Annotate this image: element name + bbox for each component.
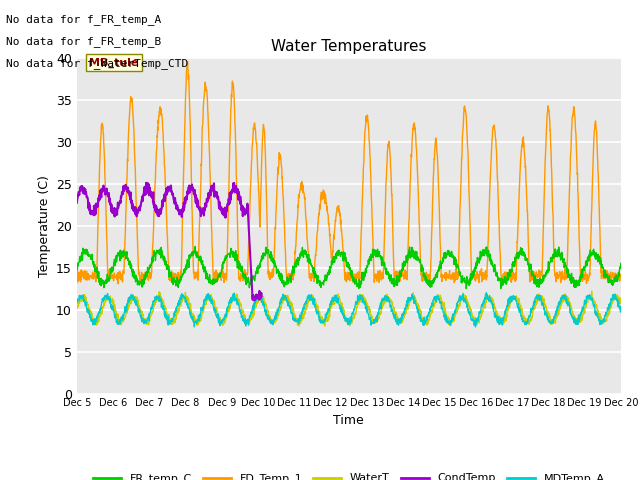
MDTemp_A	[472, 324, 479, 330]
FD_Temp_1	[184, 59, 191, 65]
FR_temp_C	[100, 282, 108, 288]
Text: No data for f_FR_temp_B: No data for f_FR_temp_B	[6, 36, 162, 47]
FD_Temp_1	[617, 271, 625, 277]
FD_Temp_1	[73, 280, 81, 286]
FD_Temp_1	[602, 276, 609, 282]
Text: MB_tule: MB_tule	[90, 58, 139, 68]
MDTemp_A	[502, 306, 509, 312]
WaterT	[502, 312, 509, 318]
MDTemp_A	[617, 305, 625, 311]
WaterT	[588, 288, 596, 294]
Line: FR_temp_C: FR_temp_C	[77, 247, 621, 288]
MDTemp_A	[257, 289, 264, 295]
FR_temp_C	[338, 249, 346, 255]
WaterT	[321, 323, 328, 329]
FD_Temp_1	[502, 273, 509, 279]
CondTemp	[73, 200, 81, 205]
FR_temp_C	[73, 262, 81, 267]
WaterT	[617, 300, 625, 305]
Line: CondTemp: CondTemp	[77, 183, 262, 300]
Text: No data for f_FR_temp_A: No data for f_FR_temp_A	[6, 14, 162, 25]
FD_Temp_1	[100, 157, 108, 163]
MDTemp_A	[602, 313, 609, 319]
MDTemp_A	[73, 301, 81, 307]
MDTemp_A	[323, 312, 331, 317]
Legend: FR_temp_C, FD_Temp_1, WaterT, CondTemp, MDTemp_A: FR_temp_C, FD_Temp_1, WaterT, CondTemp, …	[88, 469, 609, 480]
FR_temp_C	[323, 275, 331, 280]
Line: FD_Temp_1: FD_Temp_1	[77, 62, 621, 284]
WaterT	[323, 315, 331, 321]
MDTemp_A	[100, 297, 108, 302]
CondTemp	[100, 186, 108, 192]
FR_temp_C	[617, 261, 625, 266]
FD_Temp_1	[338, 231, 346, 237]
MDTemp_A	[602, 312, 609, 317]
FR_temp_C	[355, 286, 363, 291]
Line: MDTemp_A: MDTemp_A	[77, 292, 621, 327]
WaterT	[338, 302, 346, 308]
Title: Water Temperatures: Water Temperatures	[271, 39, 426, 54]
WaterT	[602, 316, 609, 322]
Text: No data for f_WaterTemp_CTD: No data for f_WaterTemp_CTD	[6, 58, 189, 69]
Line: WaterT: WaterT	[77, 291, 621, 326]
FR_temp_C	[191, 244, 199, 250]
FD_Temp_1	[115, 281, 122, 287]
FR_temp_C	[602, 269, 609, 275]
MDTemp_A	[338, 305, 346, 311]
X-axis label: Time: Time	[333, 414, 364, 427]
FR_temp_C	[502, 280, 509, 286]
FD_Temp_1	[324, 210, 332, 216]
FD_Temp_1	[602, 275, 609, 281]
WaterT	[100, 300, 108, 306]
WaterT	[73, 306, 81, 312]
WaterT	[602, 318, 609, 324]
Y-axis label: Temperature (C): Temperature (C)	[38, 175, 51, 276]
FR_temp_C	[602, 270, 609, 276]
